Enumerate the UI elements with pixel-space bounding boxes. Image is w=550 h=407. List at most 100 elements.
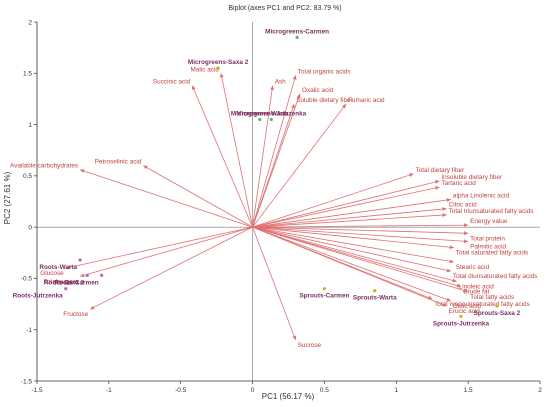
variable-vector [252,214,447,228]
variable-vector [252,226,452,302]
variable-arrowhead [449,259,454,264]
variable-arrowhead [291,104,295,109]
variable-arrowhead [292,75,297,80]
variable-label: Total saturated fatty acids [456,250,528,257]
variable-label: Linoleic acid [459,284,495,291]
variable-vector [252,226,451,272]
variable-label: Total triunsaturated fatty acids [449,208,534,215]
variable-vector [220,73,253,228]
observation-point [373,289,377,293]
variable-vector [252,173,414,228]
variable-label: Petroselinic acid [95,159,142,166]
variable-vector [89,226,253,310]
x-tick-label: -1.5 [31,387,43,394]
x-axis-title: PC1 (56.17 %) [262,392,315,401]
variable-vector [252,226,462,288]
observation-point [216,66,220,70]
variable-vectors: Total organic acids Ash Oxalic acid Soluble… [10,66,537,349]
variable-vector [252,226,454,249]
variable-vector [143,165,253,228]
chart-title: Biplot (axes PC1 and PC2: 83.79 %) [228,5,341,12]
observation-label: Microgreens-Carmen [265,28,329,35]
variable-arrowhead [449,245,454,250]
observation-point [295,35,299,39]
variable-label: Fumaric acid [348,97,385,104]
observation-point [322,287,327,291]
y-tick-label: -1.5 [21,378,33,385]
variable-arrowhead [452,278,457,283]
variable-label: Total diunsaturated fatty acids [453,273,538,280]
variable-label: Fructose [63,311,88,318]
observation-point [64,287,68,291]
observation-label: Microgreens-Warta [231,110,289,117]
variable-arrowhead [446,268,451,273]
variable-label: Palmitic acid [470,244,506,251]
x-tick-label: 2 [538,387,542,394]
x-tick-label: 1.5 [464,387,473,394]
variable-vector [252,75,297,228]
variable-vector [252,226,457,282]
variable-arrowhead [442,302,447,307]
variable-arrowhead [191,85,196,91]
variable-arrowhead [270,85,275,90]
variable-arrowhead [446,297,451,302]
variable-arrowhead [409,173,414,177]
variable-label: Sucrose [298,342,322,349]
variable-label: Total monounsaturated fatty acids [434,301,530,308]
variable-arrowhead [464,231,469,236]
variable-vector [191,85,253,228]
observation-label: Roots-Saxa 2 [44,279,85,286]
variable-vector [252,224,469,228]
x-tick-label: -0.5 [175,387,187,394]
observation-label: Microgreens-Jutrzenka [236,110,306,117]
variable-label: Total protein [470,235,505,242]
variable-label: Total organic acids [298,68,351,75]
variable-arrowhead [463,288,469,293]
variable-label: Glucose [40,270,64,277]
observation-point [85,273,89,277]
variable-arrowhead [435,180,440,184]
variable-arrowhead [435,186,440,190]
observation-label: Roots-Warta [39,264,77,271]
observation-point [100,273,104,277]
variable-arrowhead [143,165,148,170]
variable-vector [252,227,297,341]
variable-label: Insoluble dietary fiber [441,174,503,181]
x-tick-label: 0.5 [320,387,329,394]
variable-vector [252,103,295,228]
variable-label: Crude fat [463,289,490,296]
variable-vector [252,226,447,307]
variable-arrowhead [456,283,461,288]
observation-label: Sprouts-Carmen [299,293,349,300]
variable-label: Oleic acid [453,303,482,310]
variable-arrowhead [90,305,95,310]
y-tick-label: 2 [28,19,32,26]
variable-label: Total fatty acids [470,294,514,301]
variable-vector [252,199,451,228]
variable-vector [65,226,253,269]
variable-vector [252,186,440,228]
variable-vector [252,208,447,228]
observation-point [269,117,273,122]
variable-label: Ash [275,79,286,86]
x-tick-label: 0 [251,387,255,394]
observation-point [495,304,499,308]
variable-label: Succinic acid [153,79,191,86]
observation-label: Microgreens-Saxa 2 [188,59,249,66]
variable-label: Soluble dietary fiber [296,97,353,104]
variable-arrowhead [442,207,447,212]
variable-label: Malic acid [191,66,220,73]
y-tick-label: 0.5 [23,173,32,180]
variable-arrowhead [80,273,85,278]
observation-point [459,314,463,318]
variable-arrowhead [219,73,224,78]
y-tick-label: -0.5 [21,276,33,283]
observation-label: Sprouts-Jutrzenka [433,320,490,327]
variable-label: Energy value [470,218,508,225]
variable-vector [252,180,440,228]
variable-label: Citric acid [449,202,477,209]
y-tick-label: 1 [28,122,32,129]
x-tick-label: -1 [106,387,112,394]
observation-point [78,258,82,262]
